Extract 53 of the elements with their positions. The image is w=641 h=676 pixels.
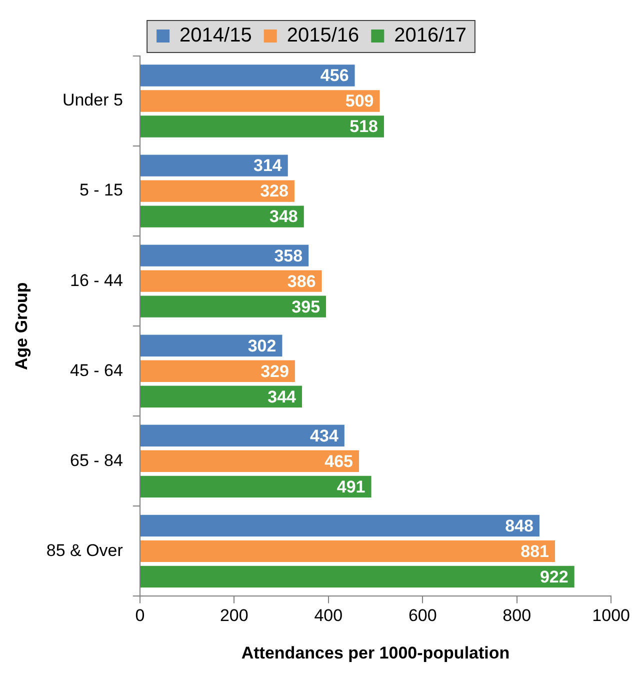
x-axis-title: Attendances per 1000-population xyxy=(241,643,510,662)
y-tick-label: 65 - 84 xyxy=(70,450,123,470)
x-tick-label: 800 xyxy=(502,606,532,626)
bar xyxy=(140,360,295,382)
data-label: 386 xyxy=(287,272,316,291)
data-label: 848 xyxy=(505,516,534,536)
data-label: 434 xyxy=(310,426,339,446)
data-label: 358 xyxy=(274,246,303,266)
data-label: 344 xyxy=(268,387,297,406)
y-tick-label: 85 & Over xyxy=(46,540,124,560)
data-label: 491 xyxy=(336,477,366,496)
legend-label: 2015/16 xyxy=(286,24,360,47)
bar xyxy=(140,450,360,472)
bar xyxy=(140,90,380,112)
x-tick-label: 1000 xyxy=(592,606,630,626)
y-tick-label: 45 - 64 xyxy=(70,360,123,380)
bar xyxy=(140,334,282,356)
bar xyxy=(140,116,384,138)
bar xyxy=(140,476,372,498)
bar xyxy=(140,64,355,86)
data-label: 922 xyxy=(540,567,568,586)
y-tick-label: Under 5 xyxy=(62,90,123,110)
data-label: 395 xyxy=(292,297,320,316)
y-axis-title: Age Group xyxy=(12,282,31,370)
legend-label: 2016/17 xyxy=(394,24,466,47)
data-label: 465 xyxy=(324,452,354,471)
bar xyxy=(140,296,326,318)
bar xyxy=(140,270,322,292)
data-label: 518 xyxy=(350,117,378,136)
x-tick-label: 400 xyxy=(314,606,343,626)
data-label: 348 xyxy=(270,207,298,226)
data-label: 881 xyxy=(520,542,550,561)
bar xyxy=(140,206,304,228)
x-tick-label: 600 xyxy=(408,606,437,626)
data-label: 302 xyxy=(248,336,276,356)
y-tick-label: 5 - 15 xyxy=(79,180,123,200)
bar xyxy=(140,180,294,202)
data-label: 328 xyxy=(260,182,288,201)
bar xyxy=(140,386,302,408)
y-tick-label: 16 - 44 xyxy=(70,270,123,290)
bar xyxy=(140,424,344,446)
bar xyxy=(140,540,556,562)
bar xyxy=(140,514,540,537)
x-tick-label: 200 xyxy=(220,606,248,626)
data-label: 314 xyxy=(254,156,282,176)
bar xyxy=(140,566,574,588)
data-label: 329 xyxy=(260,362,289,381)
data-label: 509 xyxy=(345,92,374,111)
data-label: 456 xyxy=(320,66,349,86)
bar xyxy=(140,244,309,266)
bar xyxy=(140,154,288,176)
legend-label: 2014/15 xyxy=(180,24,252,47)
x-tick-label: 0 xyxy=(135,606,145,626)
